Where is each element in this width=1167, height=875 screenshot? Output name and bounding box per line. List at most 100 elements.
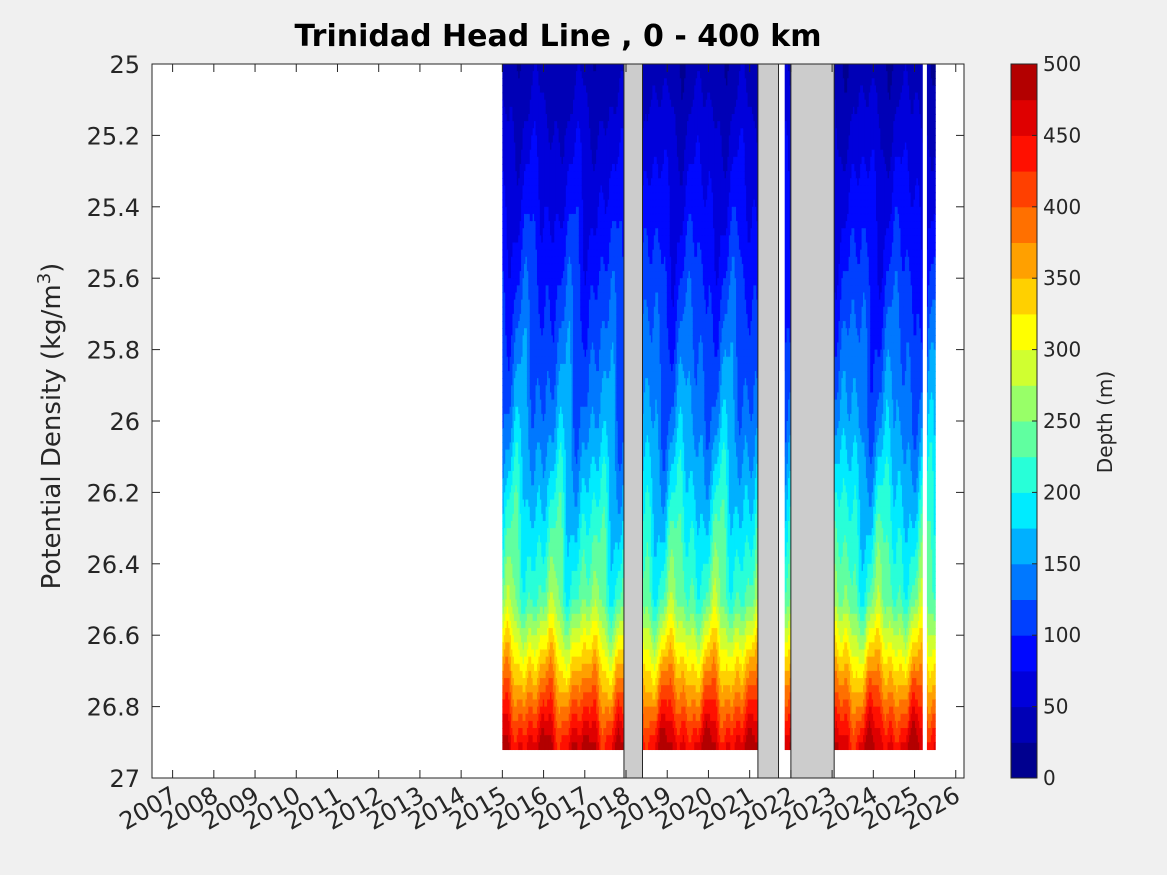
field-cell xyxy=(542,556,545,565)
field-cell xyxy=(542,578,545,586)
field-cell xyxy=(508,492,511,501)
field-cell xyxy=(505,578,508,586)
field-cell xyxy=(515,321,518,329)
field-cell xyxy=(531,435,534,444)
field-cell xyxy=(532,321,535,329)
field-cell xyxy=(542,678,545,686)
field-cell xyxy=(534,256,537,265)
field-cell xyxy=(515,313,518,322)
field-cell xyxy=(528,599,531,608)
field-cell xyxy=(531,156,534,165)
field-cell xyxy=(512,256,515,265)
field-cell xyxy=(521,692,524,701)
field-cell xyxy=(512,713,515,722)
field-cell xyxy=(525,199,528,208)
field-cell xyxy=(525,256,528,265)
field-cell xyxy=(528,506,531,515)
field-cell xyxy=(503,713,506,722)
field-cell xyxy=(506,285,509,294)
field-cell xyxy=(523,328,527,336)
field-cell xyxy=(536,299,540,308)
field-cell xyxy=(513,163,516,172)
field-cell xyxy=(509,371,512,379)
field-cell xyxy=(538,121,541,129)
field-cell xyxy=(509,556,512,565)
field-cell xyxy=(535,163,538,172)
field-cell xyxy=(522,349,525,358)
field-cell xyxy=(515,656,518,665)
field-cell xyxy=(508,206,511,215)
field-cell xyxy=(515,106,518,115)
field-cell xyxy=(506,635,509,643)
field-cell xyxy=(515,78,518,87)
field-cell xyxy=(541,278,544,286)
field-cell xyxy=(518,178,521,186)
field-cell xyxy=(503,178,506,186)
field-cell xyxy=(508,485,511,493)
field-cell xyxy=(503,392,506,401)
field-cell xyxy=(512,363,515,372)
field-cell xyxy=(505,113,508,122)
field-cell xyxy=(509,585,512,593)
field-cell xyxy=(534,271,537,279)
field-cell xyxy=(547,328,550,336)
field-cell xyxy=(538,271,541,279)
field-cell xyxy=(542,685,545,693)
field-cell xyxy=(531,499,534,508)
field-cell xyxy=(515,699,518,708)
field-cell xyxy=(522,371,525,379)
field-cell xyxy=(532,235,535,244)
field-cell xyxy=(516,185,519,194)
field-cell xyxy=(545,106,548,115)
field-cell xyxy=(523,64,527,72)
field-cell xyxy=(544,456,547,465)
field-cell xyxy=(532,563,535,572)
field-cell xyxy=(516,392,519,401)
field-cell xyxy=(535,599,538,608)
field-cell xyxy=(519,735,522,743)
field-cell xyxy=(523,285,527,294)
field-cell xyxy=(511,520,514,529)
field-cell xyxy=(529,456,532,465)
field-cell xyxy=(505,85,508,94)
field-cell xyxy=(535,156,538,165)
field-cell xyxy=(509,349,512,358)
field-cell xyxy=(542,399,545,408)
field-cell xyxy=(544,321,547,329)
field-cell xyxy=(536,342,540,351)
field-cell xyxy=(532,528,535,536)
field-cell xyxy=(521,713,524,722)
field-cell xyxy=(526,706,529,715)
field-cell xyxy=(526,328,529,336)
field-cell xyxy=(542,335,545,344)
field-cell xyxy=(503,342,506,351)
field-cell xyxy=(518,699,521,708)
field-cell xyxy=(506,64,509,72)
field-cell xyxy=(539,613,542,622)
field-cell xyxy=(522,292,525,301)
field-cell xyxy=(522,735,525,743)
field-cell xyxy=(511,363,514,372)
field-cell xyxy=(542,642,545,651)
field-cell xyxy=(522,635,525,643)
field-cell xyxy=(503,249,506,258)
field-cell xyxy=(512,613,515,622)
field-cell xyxy=(521,321,524,329)
field-cell xyxy=(534,506,537,515)
field-cell xyxy=(534,349,537,358)
field-cell xyxy=(521,299,524,308)
field-cell xyxy=(539,278,542,286)
field-cell xyxy=(544,171,547,179)
field-cell xyxy=(516,349,519,358)
field-cell xyxy=(538,413,541,422)
field-cell xyxy=(512,735,515,743)
field-cell xyxy=(511,670,514,679)
field-cell xyxy=(502,485,505,493)
field-cell xyxy=(534,435,537,444)
field-cell xyxy=(523,392,527,401)
field-cell xyxy=(515,363,518,372)
field-cell xyxy=(505,699,508,708)
field-cell xyxy=(508,385,511,394)
field-cell xyxy=(541,221,544,229)
field-cell xyxy=(521,592,524,601)
